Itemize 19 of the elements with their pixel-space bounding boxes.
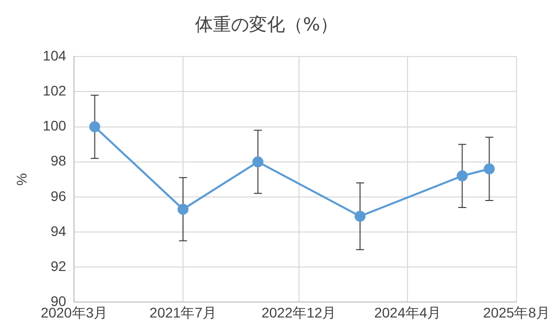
point	[456, 170, 468, 182]
point	[252, 156, 264, 168]
point	[178, 204, 189, 215]
y-tick-label: 98	[50, 152, 66, 169]
y-tick-label: 96	[50, 188, 66, 204]
y-tick-label: 94	[50, 222, 66, 239]
y-tick-label: 104	[42, 47, 66, 64]
y-axis-title: %	[13, 173, 30, 186]
chart-title: 体重の変化（%）	[194, 14, 338, 36]
y-tick-label: 92	[50, 258, 66, 274]
point	[89, 121, 100, 132]
x-tick-label: 2022年12月	[261, 304, 336, 320]
point	[484, 163, 495, 174]
x-tick-label: 2021年7月	[150, 304, 216, 320]
x-tick-label: 2024年4月	[374, 304, 442, 320]
x-tick-label: 2025年8月	[483, 304, 550, 320]
y-tick-label: 102	[42, 82, 66, 99]
point	[354, 210, 366, 222]
y-tick-label: 100	[42, 118, 66, 134]
